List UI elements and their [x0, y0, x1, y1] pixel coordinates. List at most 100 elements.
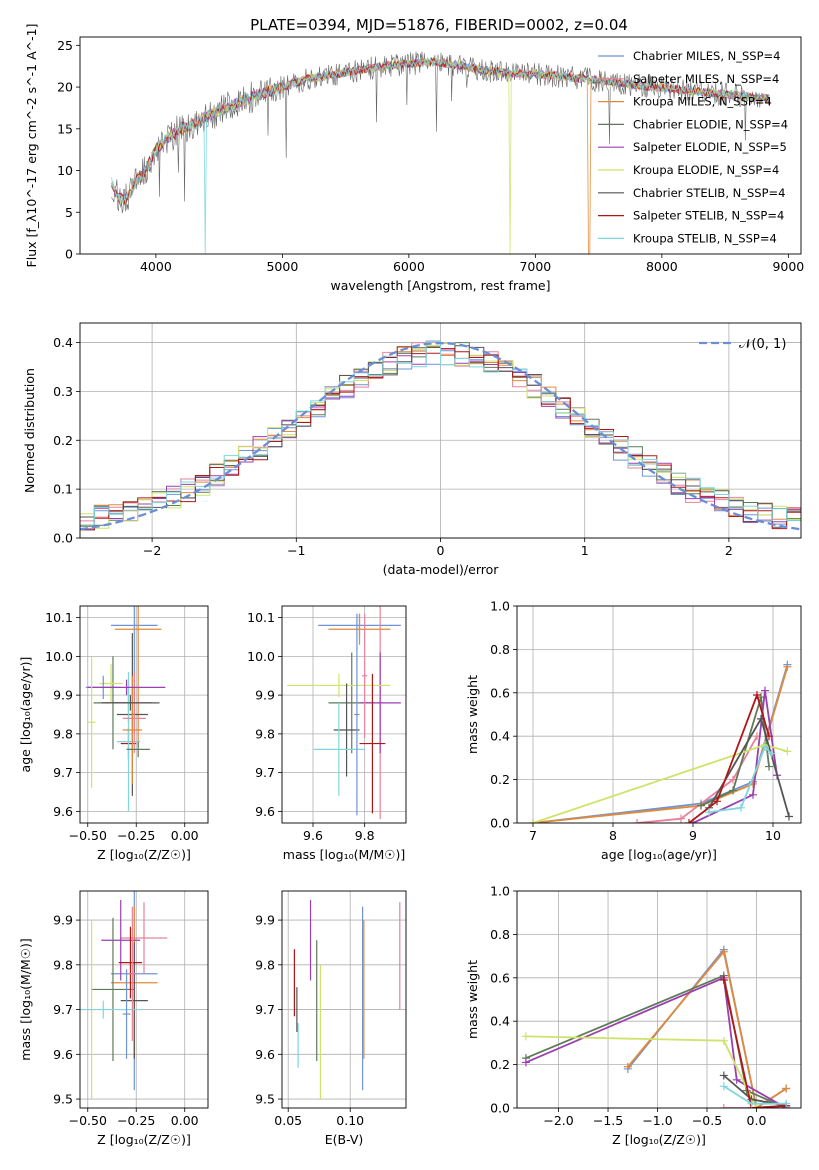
weight-marker — [719, 1036, 728, 1045]
age-vs-mass-panel: 9.6 9.8 9.6 9.7 9.8 9.9 10.0 10.1 mass [log₁₀(M/… — [247, 605, 407, 862]
weight-marker — [719, 1104, 728, 1108]
y-axis-label: mass weight — [465, 960, 480, 1039]
spectrum-panel: 4000 5000 6000 7000 8000 9000 0 5 10 15 20 25 wavele… — [24, 24, 804, 293]
x-tick-label: 2 — [725, 543, 733, 558]
age-vs-metallicity-panel: −0.50 −0.25 0.00 9.6 9.7 9.8 9.9 10.0 10.1 Z [log… — [18, 605, 209, 862]
y-tick-label: 25 — [57, 38, 73, 53]
x-tick-label: 0.00 — [171, 1113, 199, 1128]
x-tick-label: 4000 — [140, 259, 172, 274]
y-axis-label: Normed distribution — [22, 368, 37, 493]
y-axis-label: age [log₁₀(age/yr)] — [18, 657, 33, 773]
x-axis-label: wavelength [Angstrom, rest frame] — [330, 278, 550, 293]
y-tick-label: 0.2 — [53, 433, 73, 448]
plot-area — [521, 945, 791, 1108]
x-tick-label: 8000 — [646, 259, 678, 274]
y-tick-label: 15 — [57, 121, 73, 136]
x-tick-label: 7 — [529, 828, 537, 843]
histogram-series-8 — [80, 341, 801, 526]
weight-marker — [785, 812, 793, 821]
y-tick-label: 9.6 — [255, 804, 275, 819]
y-tick-label: 0.0 — [490, 816, 510, 831]
y-tick-label: 9.9 — [53, 913, 73, 928]
y-tick-label: 9.8 — [53, 957, 73, 972]
x-tick-label: 0.0 — [747, 1113, 767, 1128]
weight-marker — [753, 690, 761, 699]
y-tick-label: 1.0 — [490, 884, 510, 899]
legend: Chabrier MILES, N_SSP=4 Salpeter MILES, N… — [598, 49, 788, 245]
legend-label: Kroupa MILES, N_SSP=4 — [633, 95, 772, 109]
grid — [282, 891, 406, 1108]
y-tick-label: 9.7 — [255, 1002, 275, 1017]
x-tick-label: 6000 — [393, 259, 425, 274]
axes-frame — [281, 890, 407, 1109]
weight-series-4 — [692, 690, 778, 823]
weight-marker — [782, 1099, 791, 1108]
y-tick-label: 10.0 — [247, 649, 275, 664]
weight-marker — [761, 743, 769, 752]
y-tick-label: 9.7 — [53, 1002, 73, 1017]
weight-marker — [623, 1062, 632, 1071]
x-tick-label: −1.5 — [593, 1113, 623, 1128]
y-tick-label: 0.8 — [490, 927, 510, 942]
axes-frame — [79, 36, 802, 255]
y-tick-label: 5 — [65, 205, 73, 220]
x-axis-label: age [log₁₀(age/yr)] — [601, 847, 717, 862]
x-tick-label: 9 — [689, 828, 697, 843]
y-tick-label: 0.8 — [490, 642, 510, 657]
x-axis-label: Z [log₁₀(Z/Z☉)] — [97, 847, 191, 862]
weight-marker — [697, 801, 705, 810]
x-tick-label: −0.50 — [69, 828, 107, 843]
weight-marker — [752, 1104, 761, 1108]
plot-area — [111, 51, 770, 254]
axes-frame — [79, 605, 209, 824]
plot-area — [80, 891, 168, 1100]
x-tick-label: 9.6 — [303, 828, 323, 843]
legend-label: Chabrier STELIB, N_SSP=4 — [633, 186, 785, 200]
y-tick-label: 10.1 — [247, 610, 275, 625]
x-tick-label: 0.00 — [171, 828, 199, 843]
y-tick-label: 9.8 — [53, 726, 73, 741]
mass-vs-metallicity-panel: −0.50 −0.25 0.00 9.5 9.6 9.7 9.8 9.9 Z [log₁₀(Z/… — [18, 890, 209, 1147]
legend-label: Kroupa ELODIE, N_SSP=4 — [633, 163, 779, 177]
mass-vs-ebv-panel: 0.05 0.10 9.5 9.6 9.7 9.8 9.9 E(B-V) — [255, 890, 407, 1147]
plot-area — [85, 606, 166, 812]
y-tick-label: 0.0 — [490, 1101, 510, 1116]
weight-series-2 — [627, 949, 787, 1108]
weight-marker — [783, 662, 792, 671]
plot-area — [293, 899, 401, 1100]
weight-marker — [761, 686, 769, 695]
y-tick-label: 1.0 — [490, 599, 510, 614]
y-tick-label: 0.2 — [490, 1057, 510, 1072]
y-tick-label: 0.6 — [490, 685, 510, 700]
y-axis-label: mass weight — [465, 675, 480, 754]
y-tick-label: 9.6 — [53, 804, 73, 819]
weight-marker — [719, 947, 728, 956]
weight-series-4 — [525, 976, 787, 1108]
y-tick-label: 0 — [65, 247, 73, 262]
x-tick-label: −2.0 — [543, 1113, 573, 1128]
massweight-vs-age-panel: 7 8 9 10 0.0 0.2 0.4 0.6 0.8 1.0 age [log₁₀(age/yr… — [465, 599, 802, 862]
gaussian-legend-label: 𝒩(0, 1) — [739, 337, 786, 352]
weight-marker — [729, 786, 737, 795]
y-tick-label: 10 — [57, 163, 73, 178]
weight-marker — [719, 1071, 728, 1080]
legend-label: Chabrier ELODIE, N_SSP=4 — [633, 117, 788, 131]
weight-series-8 — [708, 745, 773, 813]
spectrum-series-7 — [111, 56, 770, 205]
y-tick-label: 9.6 — [53, 1047, 73, 1062]
weight-marker — [685, 819, 693, 823]
y-tick-label: 9.7 — [255, 765, 275, 780]
weight-series-7 — [688, 692, 770, 823]
x-tick-label: 0.10 — [336, 1113, 364, 1128]
plot-area — [287, 606, 401, 820]
massweight-vs-metallicity-panel: −2.0 −1.5 −1.0 −0.5 0.0 0.0 0.2 0.4 0.6 0.8 1.0 Z [… — [465, 884, 802, 1147]
weight-marker — [719, 1082, 728, 1091]
weight-marker — [732, 1075, 741, 1084]
weight-marker — [705, 808, 713, 817]
y-tick-label: 10.0 — [45, 649, 73, 664]
y-tick-label: 9.5 — [53, 1092, 73, 1107]
spectrum-series-8 — [111, 56, 770, 254]
legend-label: Kroupa STELIB, N_SSP=4 — [633, 231, 777, 245]
x-tick-label: −0.50 — [69, 1113, 107, 1128]
